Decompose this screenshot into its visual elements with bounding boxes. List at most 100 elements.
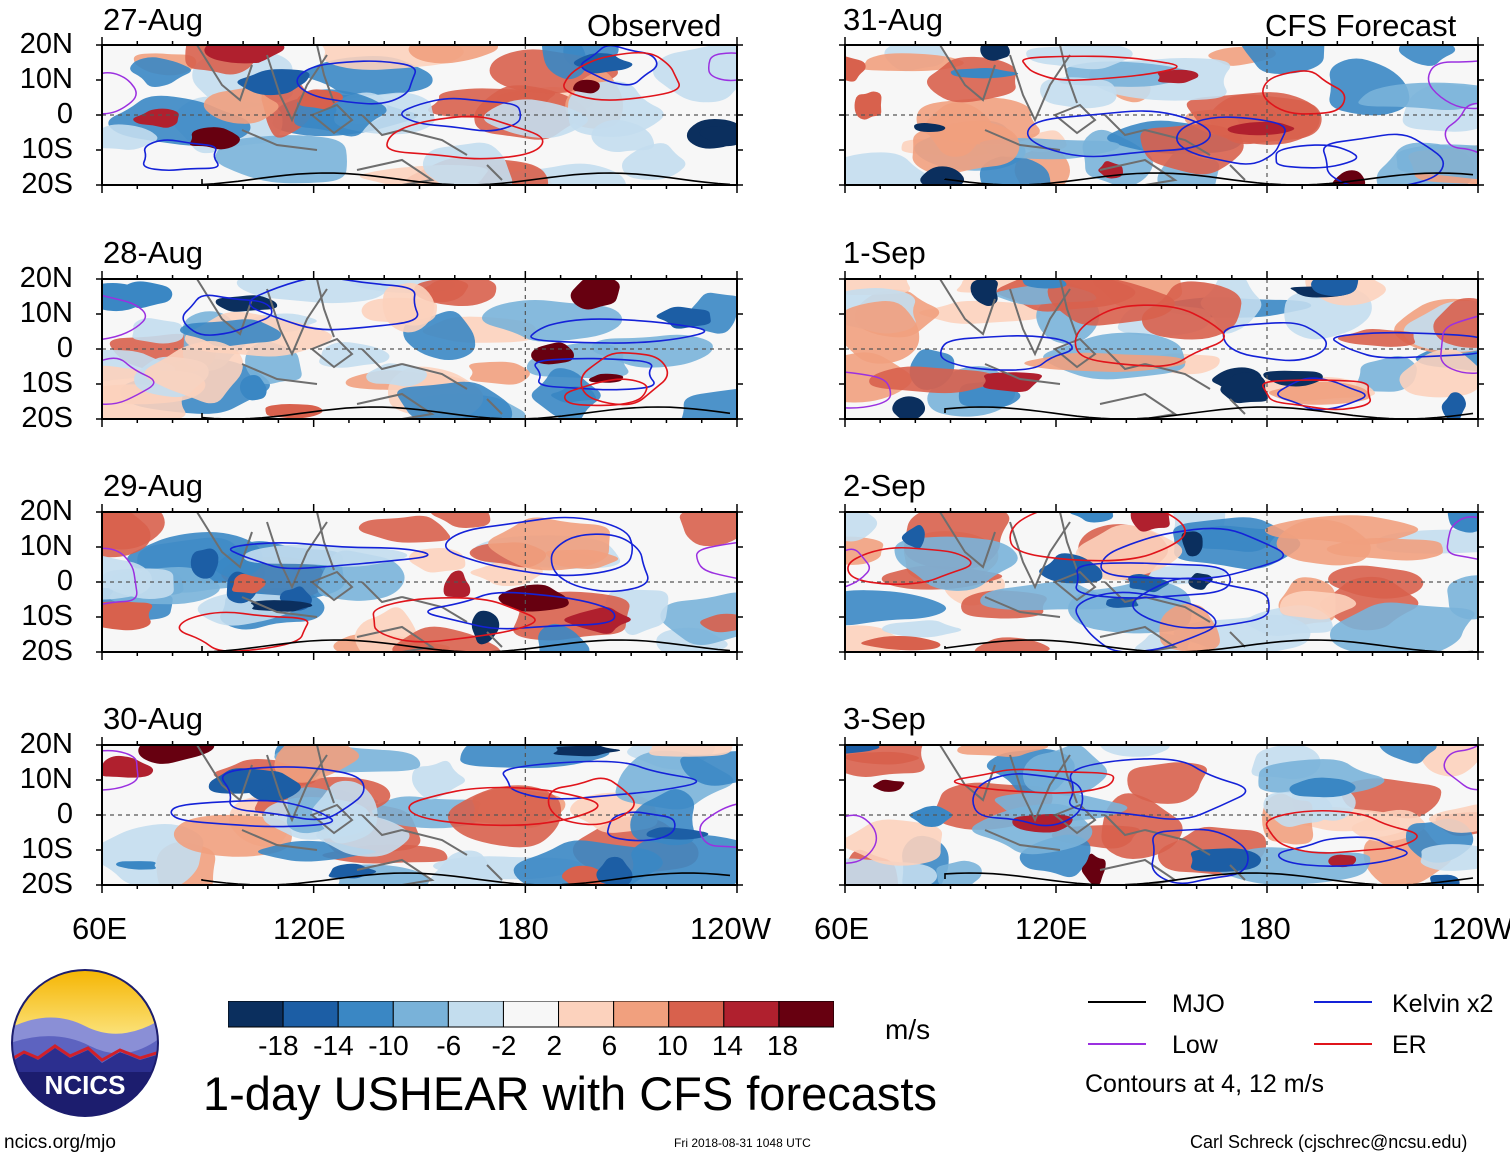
coastline <box>1144 129 1211 156</box>
coastline <box>1053 337 1097 369</box>
shading-blob <box>936 860 982 885</box>
kelvin-contour <box>1026 110 1211 158</box>
coastline <box>401 829 468 856</box>
shading-blob <box>1196 525 1280 552</box>
map-panel-observed-3 <box>96 504 743 660</box>
kelvin-contour <box>182 294 273 336</box>
shading-core <box>204 45 285 64</box>
lat-label-2-4: 10S <box>21 367 73 399</box>
shading-blob <box>1241 45 1325 75</box>
lat-label-4-5: 20S <box>21 868 73 900</box>
shading-core <box>1190 848 1262 872</box>
shading-core <box>1289 777 1356 798</box>
shading-blob <box>447 785 562 848</box>
low-contour <box>102 72 137 115</box>
coastline <box>356 392 435 419</box>
shading-blob <box>132 318 184 344</box>
kelvin-contour <box>1100 527 1284 580</box>
shading-blob <box>974 637 1050 652</box>
lat-label-3-4: 10S <box>21 600 73 632</box>
shading-blob <box>1075 524 1183 581</box>
shading-core <box>102 283 144 312</box>
shading-core <box>646 827 709 840</box>
low-contour <box>695 541 737 580</box>
coastline <box>486 864 503 881</box>
shading-core <box>1081 853 1106 885</box>
shading-blob <box>1040 77 1117 109</box>
coastline <box>1009 54 1071 123</box>
shading-blob <box>845 152 940 185</box>
low-contour <box>102 547 138 606</box>
shading-blob <box>1399 349 1478 398</box>
shading-blob <box>1419 745 1478 777</box>
shading-blob <box>545 549 619 570</box>
map-panel-forecast-2 <box>839 271 1484 427</box>
legend-contours-note: Contours at 4, 12 m/s <box>1085 1070 1325 1098</box>
coastline <box>1009 288 1071 357</box>
coastline <box>310 103 354 135</box>
shading-blob <box>144 341 243 404</box>
lat-label-2-1: 20N <box>19 262 73 294</box>
legend-low-line <box>1088 1043 1146 1045</box>
shading-blob <box>626 833 737 885</box>
colorbar-swatch <box>502 1001 560 1028</box>
shading-core <box>102 601 153 631</box>
lat-label-3-5: 20S <box>21 635 73 667</box>
er-contour <box>563 378 648 407</box>
lat-label-3-2: 10N <box>19 530 73 562</box>
kelvin-contour <box>229 542 429 570</box>
ncics-logo: NCICS <box>11 969 159 1117</box>
low-contour <box>1427 60 1478 110</box>
coastline <box>939 279 996 336</box>
footer-url[interactable]: ncics.org/mjo <box>4 1132 116 1153</box>
coastline <box>1059 745 1078 804</box>
shading-blob <box>382 283 435 333</box>
shading-blob <box>481 300 623 342</box>
shading-core <box>1311 279 1359 297</box>
map-panel-forecast-1 <box>839 37 1484 193</box>
coastline <box>1144 363 1211 390</box>
shading-core <box>1328 854 1357 868</box>
colorbar-swatch <box>723 1001 780 1028</box>
colorbar-tick-label: 2 <box>546 1030 563 1061</box>
low-contour <box>845 371 892 409</box>
legend-kelvin-line <box>1314 1001 1372 1003</box>
er-contour <box>953 768 1115 794</box>
shading-blob <box>912 121 1020 175</box>
observed-label: Observed <box>587 8 722 43</box>
footer-credit: Carl Schreck (cjschrec@ncsu.edu) <box>1190 1132 1468 1152</box>
shading-blob <box>215 135 347 184</box>
colorbar <box>228 1001 834 1028</box>
coastline <box>1009 521 1071 590</box>
shading-blob <box>1420 844 1478 871</box>
colorbar-tick-label: 6 <box>601 1030 618 1061</box>
mjo-contour <box>944 639 1474 652</box>
colorbar-swatch <box>668 1001 725 1028</box>
lon-label-180-left: 180 <box>497 911 549 946</box>
panel-date-forecast-2: 1-Sep <box>843 235 926 270</box>
coastline <box>196 279 253 336</box>
shading-blob <box>412 760 466 800</box>
colorbar-swatch <box>392 1001 449 1028</box>
coastline <box>401 129 468 156</box>
coastline <box>1144 596 1211 623</box>
map-panel-observed-4 <box>96 737 743 893</box>
kelvin-contour <box>427 591 616 630</box>
lon-label-120e-right: 120E <box>1015 911 1088 946</box>
shading-blob <box>173 814 292 857</box>
shading-core <box>909 805 953 827</box>
shading-core <box>1441 392 1466 419</box>
kelvin-contour <box>1322 133 1445 185</box>
shading-blob <box>1428 804 1478 833</box>
lat-label-4-2: 10N <box>19 763 73 795</box>
kelvin-contour <box>1176 116 1286 165</box>
panel-date-forecast-4: 3-Sep <box>843 701 926 736</box>
er-contour <box>1074 304 1225 368</box>
coastline <box>316 45 335 104</box>
kelvin-contour <box>972 773 1084 827</box>
coastline <box>1059 279 1078 338</box>
coastline <box>266 54 328 123</box>
shading-blob <box>845 536 884 565</box>
lat-label-1-3: 0 <box>56 98 73 130</box>
shading-core <box>443 570 471 598</box>
